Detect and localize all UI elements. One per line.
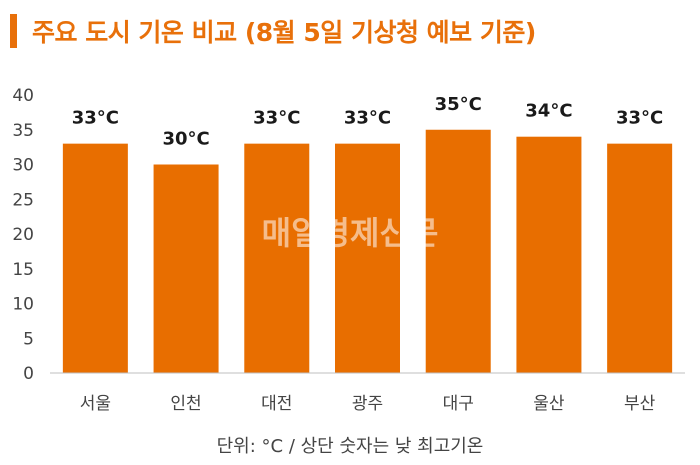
y-tick-label: 35: [12, 121, 34, 141]
page-title: 주요 도시 기온 비교 (8월 5일 기상청 예보 기준): [32, 18, 536, 47]
data-label: 33°C: [616, 108, 663, 129]
data-label: 30°C: [162, 129, 209, 150]
data-label: 33°C: [344, 108, 391, 129]
bar: [153, 164, 219, 373]
y-tick-label: 25: [12, 190, 34, 210]
x-axis: 서울 인천 대전 광주 대구 울산 부산: [50, 372, 685, 414]
x-tick-label: 서울: [80, 394, 111, 414]
title-accent-bar: [10, 14, 17, 48]
y-tick-label: 10: [12, 295, 34, 315]
data-label: 33°C: [253, 108, 300, 129]
bar: [62, 143, 128, 373]
x-tick-label: 대구: [443, 394, 474, 414]
watermark: 매일경제신문: [262, 214, 439, 252]
x-tick-label: 울산: [533, 394, 565, 414]
data-labels: 33°C 30°C 33°C 33°C 35°C 34°C 33°C: [72, 94, 664, 150]
x-tick-label: 광주: [352, 394, 383, 414]
y-tick-label: 0: [23, 364, 34, 384]
y-tick-label: 20: [12, 225, 34, 245]
y-tick-label: 5: [23, 329, 34, 349]
data-label: 35°C: [435, 94, 482, 115]
bar: [244, 143, 310, 373]
bars: [62, 129, 673, 373]
y-axis: 0 5 10 15 20 25 30 35 40: [12, 86, 34, 384]
y-tick-label: 40: [12, 86, 34, 106]
footnote: 단위: °C / 상단 숫자는 낮 최고기온: [216, 436, 484, 457]
y-tick-label: 30: [12, 156, 34, 176]
bar: [607, 143, 673, 373]
x-tick-label: 대전: [261, 394, 292, 414]
x-tick-label: 인천: [170, 394, 201, 414]
y-tick-label: 15: [12, 260, 34, 280]
x-tick-label: 부산: [624, 394, 656, 414]
data-label: 34°C: [525, 101, 572, 122]
bar: [425, 129, 491, 373]
data-label: 33°C: [72, 108, 119, 129]
bar: [335, 143, 400, 373]
bar: [516, 136, 582, 373]
